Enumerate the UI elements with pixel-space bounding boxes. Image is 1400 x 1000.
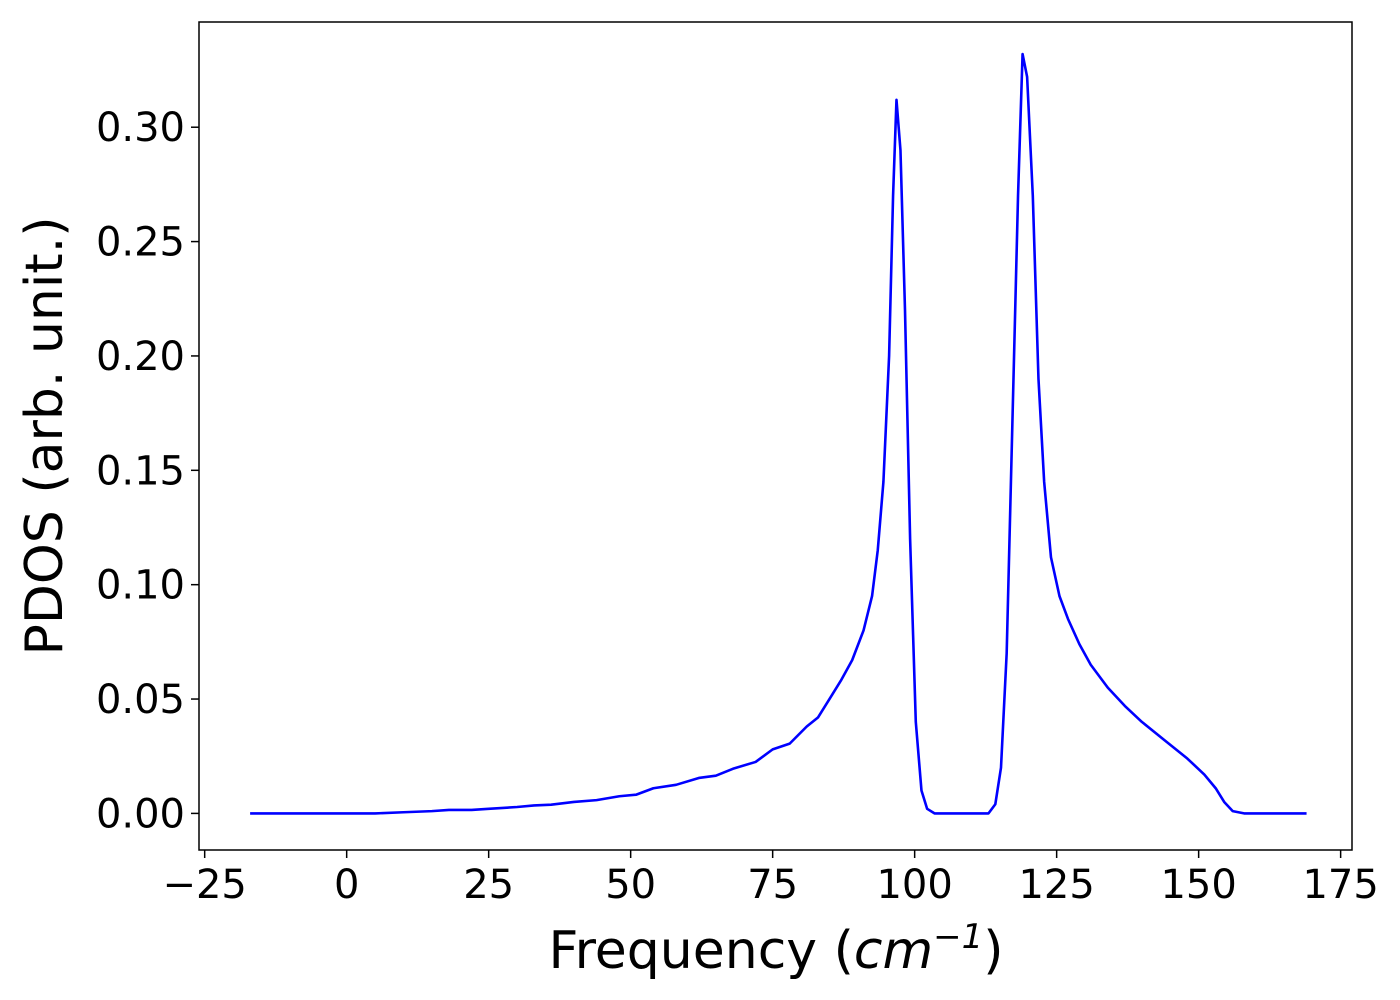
x-axis-label: Frequency (cm−1) [548,917,1003,981]
x-tick-label: 25 [463,862,514,908]
y-tick-label: 0.05 [96,677,185,723]
plot-frame [198,21,1353,851]
x-tick-label: 0 [334,862,359,908]
x-tick-label: 150 [1160,862,1236,908]
y-tick-label: 0.25 [96,220,185,266]
x-tick-label: 175 [1302,862,1378,908]
x-tick-label: 50 [605,862,656,908]
y-tick-label: 0.15 [96,448,185,494]
x-tick-label: −25 [162,862,246,908]
pdos-series-line-0 [250,52,1307,815]
x-axis-ticks: −25 0 25 50 75 100 125 150 175 [162,850,1379,908]
y-axis-label: PDOS (arb. unit.) [15,216,75,655]
y-tick-label: 0.00 [96,791,185,837]
y-tick-label: 0.30 [96,105,185,151]
x-tick-label: 75 [747,862,798,908]
x-tick-label: 125 [1018,862,1094,908]
plot-area [250,52,1307,815]
y-tick-label: 0.10 [96,563,185,609]
y-tick-label: 0.20 [96,334,185,380]
y-axis-ticks: 0.00 0.05 0.10 0.15 0.20 0.25 0.30 [96,105,199,837]
x-tick-label: 100 [876,862,952,908]
